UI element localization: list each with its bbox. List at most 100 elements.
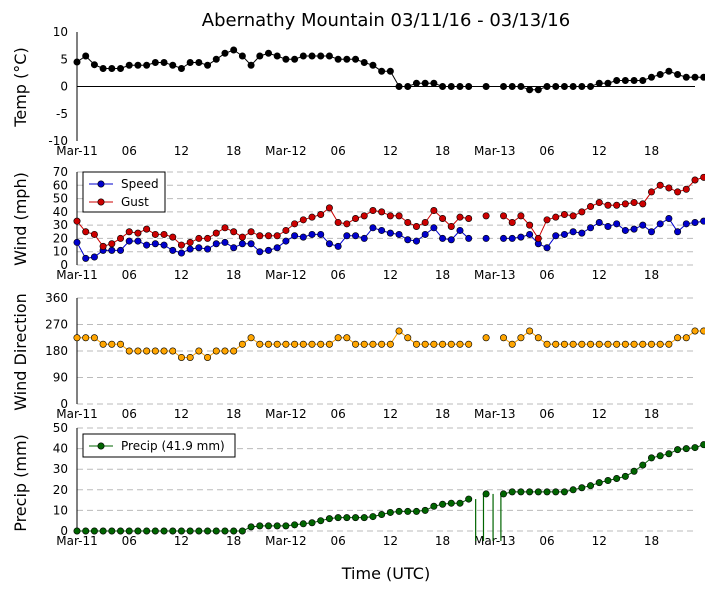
x-tick-label: 06 — [122, 268, 137, 282]
precip-point — [238, 527, 246, 535]
precip-point — [691, 444, 699, 452]
wind-point — [639, 200, 647, 208]
direction-point — [674, 334, 682, 342]
precip-point — [90, 527, 98, 535]
wind-point — [334, 242, 342, 250]
legend-box — [82, 171, 166, 213]
wind-point — [299, 216, 307, 224]
wind-point — [117, 234, 125, 242]
wind-point — [308, 230, 316, 238]
wind-point — [352, 232, 360, 240]
x-tick-label: 18 — [644, 268, 659, 282]
y-tick-label: 60 — [53, 178, 68, 192]
wind-point — [656, 220, 664, 228]
precip-point — [500, 490, 508, 498]
y-tick-label: 30 — [53, 462, 68, 476]
temp-point — [334, 55, 342, 63]
direction-point — [569, 340, 577, 348]
temp-point — [560, 83, 568, 91]
direction-point — [160, 347, 168, 355]
wind-point — [334, 218, 342, 226]
temp-axis-label: Temp (°C) — [11, 47, 30, 127]
y-tick-label: 360 — [45, 291, 68, 305]
wind-point — [691, 176, 699, 184]
temp-point — [221, 49, 229, 57]
wind-point — [508, 234, 516, 242]
x-tick-label: 12 — [174, 144, 189, 158]
legend-label: Precip (41.9 mm) — [121, 439, 225, 453]
wind-point — [526, 230, 534, 238]
precip-point — [508, 488, 516, 496]
temp-point — [264, 49, 272, 57]
y-tick-label: 270 — [45, 318, 68, 332]
direction-point — [465, 340, 473, 348]
x-tick-label: 12 — [592, 144, 607, 158]
y-tick-label: 0 — [60, 397, 68, 411]
temp-point — [378, 67, 386, 75]
x-tick-label: 18 — [644, 407, 659, 421]
x-tick-label: 12 — [383, 407, 398, 421]
x-tick-label: 18 — [435, 407, 450, 421]
wind-point — [630, 225, 638, 233]
wind-point — [412, 222, 420, 230]
temp-point — [682, 73, 690, 81]
temp-point — [578, 83, 586, 91]
x-tick-label: Mar-13 — [474, 534, 515, 548]
temp-point — [700, 73, 705, 81]
wind-point — [421, 230, 429, 238]
temp-point — [273, 52, 281, 60]
precip-point — [447, 499, 455, 507]
wind-point — [169, 246, 177, 254]
y-tick-label: 20 — [53, 483, 68, 497]
direction-point — [212, 347, 220, 355]
direction-point — [90, 334, 98, 342]
precip-point — [613, 474, 621, 482]
wind-series-line — [76, 227, 470, 259]
wind-point — [386, 212, 394, 220]
wind-point — [204, 245, 212, 253]
wind-point — [186, 238, 194, 246]
wind-point — [378, 226, 386, 234]
temp-point — [291, 55, 299, 63]
wind-point — [204, 234, 212, 242]
temp-point — [482, 83, 490, 91]
wind-point — [560, 230, 568, 238]
y-tick-label: 10 — [53, 245, 68, 259]
direction-point — [308, 340, 316, 348]
precip-point — [82, 527, 90, 535]
wind-point — [73, 217, 81, 225]
temp-point — [456, 83, 464, 91]
direction-point — [412, 340, 420, 348]
precip-point — [299, 520, 307, 528]
direction-point — [343, 334, 351, 342]
precip-point — [430, 502, 438, 510]
temp-point — [369, 61, 377, 69]
x-tick-label: 12 — [174, 268, 189, 282]
direction-point — [238, 340, 246, 348]
direction-point — [447, 340, 455, 348]
precip-point — [73, 527, 81, 535]
wind-point — [421, 218, 429, 226]
wind-point — [621, 226, 629, 234]
wind-point — [517, 233, 525, 241]
precip-point — [308, 519, 316, 527]
wind-point — [291, 232, 299, 240]
wind-point — [82, 228, 90, 236]
direction-point — [73, 334, 81, 342]
wind-point — [117, 246, 125, 254]
direction-point — [404, 334, 412, 342]
y-tick-label: 50 — [53, 421, 68, 435]
wind-point — [221, 224, 229, 232]
precip-point — [412, 507, 420, 515]
wind-point — [543, 244, 551, 252]
temp-point — [90, 61, 98, 69]
wind-point — [325, 240, 333, 248]
wind-point — [560, 211, 568, 219]
precip-point — [639, 461, 647, 469]
temp-point — [517, 83, 525, 91]
wind-point — [482, 212, 490, 220]
wind-point — [273, 232, 281, 240]
wind-point — [682, 185, 690, 193]
wind-point — [447, 236, 455, 244]
